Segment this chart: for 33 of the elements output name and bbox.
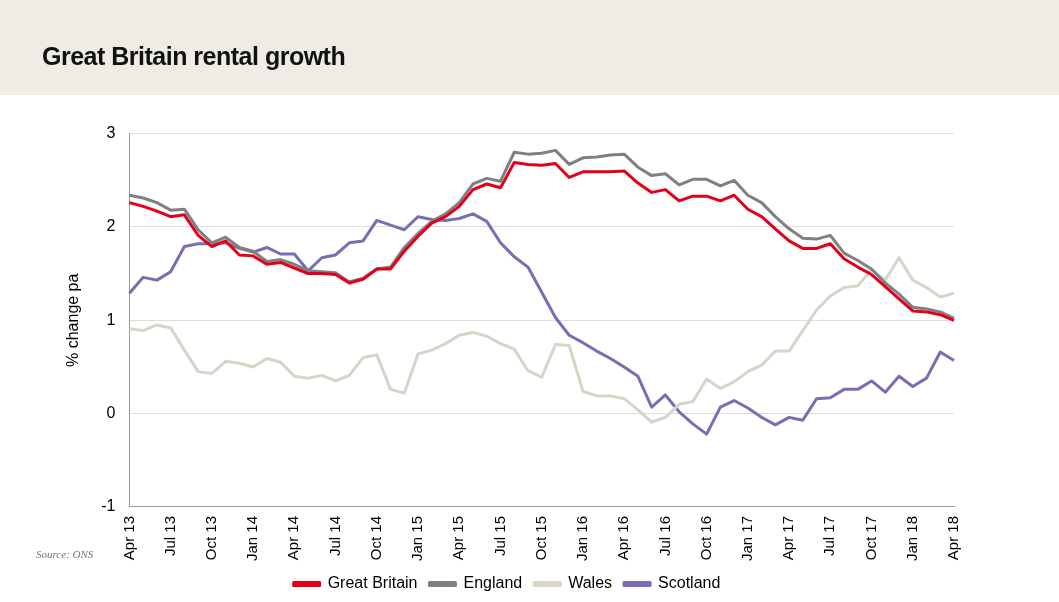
x-tick-label: Jul 14	[325, 515, 343, 556]
x-tick-label: Apr 15	[449, 515, 467, 561]
x-tick-label: Jan 17	[738, 515, 755, 562]
x-tick-label: Apr 16	[614, 515, 632, 561]
y-tick-label: 1	[106, 310, 116, 328]
x-tick-label: Oct 13	[202, 515, 220, 561]
x-tick-label: Oct 15	[531, 515, 549, 561]
x-tick-label: Jan 14	[243, 515, 261, 562]
legend-label: Wales	[568, 574, 613, 592]
x-tick-label: Jul 17	[820, 515, 838, 556]
x-tick-label: Jul 16	[655, 515, 673, 556]
x-tick-label: Oct 14	[366, 515, 384, 561]
x-tick-label: Jan 18	[902, 515, 920, 562]
legend-label: Great Britain	[327, 574, 418, 592]
x-tick-label: Apr 14	[284, 515, 302, 561]
x-tick-label: Oct 16	[696, 515, 714, 561]
x-tick-label: Jul 13	[160, 515, 178, 556]
x-tick-label: Oct 17	[861, 515, 879, 561]
chart-title: Great Britain rental growth	[42, 42, 346, 71]
x-tick-label: Jul 15	[490, 515, 508, 556]
y-tick-label: 3	[106, 124, 116, 142]
legend-label: England	[463, 574, 523, 592]
x-tick-label: Apr 17	[779, 515, 797, 561]
legend-label: Scotland	[658, 574, 721, 592]
y-axis-title: % change pa	[64, 273, 82, 367]
x-tick-label: Apr 18	[944, 515, 962, 561]
y-tick-label: -1	[101, 497, 116, 515]
source-note: Source: ONS	[36, 548, 94, 560]
y-tick-label: 2	[106, 217, 116, 235]
x-tick-label: Jan 16	[573, 515, 591, 562]
x-tick-label: Jan 15	[408, 515, 426, 562]
x-tick-label: Apr 13	[119, 515, 137, 561]
y-tick-label: 0	[106, 404, 116, 422]
